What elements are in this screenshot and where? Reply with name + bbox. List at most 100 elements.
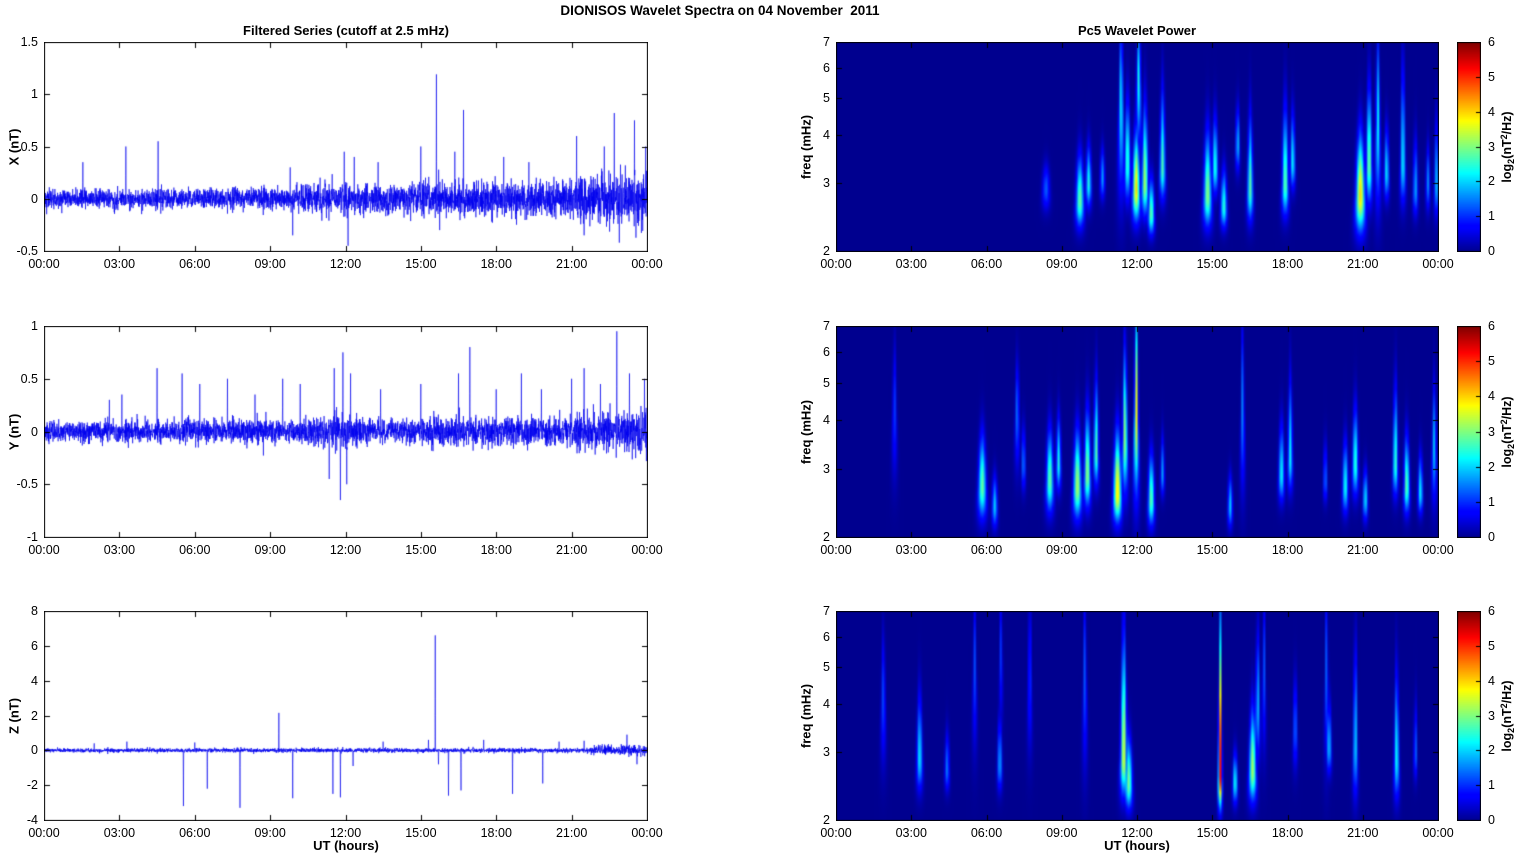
- colorbar-tick-label: 6: [1488, 603, 1495, 618]
- y-tick-label: -0.5: [16, 477, 38, 491]
- y-axis-label: freq (mHz): [798, 399, 814, 465]
- x-tick-label: 09:00: [254, 543, 286, 557]
- panel-z-filtered-series: [44, 611, 648, 821]
- x-tick-label: 00:00: [28, 257, 60, 271]
- colorbar-canvas: [1457, 326, 1481, 538]
- colorbar-tick-label: 1: [1488, 208, 1495, 223]
- colorbar-tick-label: 4: [1488, 673, 1495, 688]
- colorbar-axis-label: log2(nT2/Hz): [1499, 111, 1516, 183]
- y-tick-label: 5: [823, 375, 830, 390]
- y-tick-label: -4: [26, 812, 38, 827]
- x-tick-label: 21:00: [555, 826, 588, 840]
- x-tick-label: 06:00: [970, 543, 1003, 557]
- wav-z-canvas: [836, 611, 1439, 821]
- y-tick-label: 0.5: [20, 139, 38, 154]
- y-tick-label: 6: [823, 60, 830, 75]
- colorbar-y-wavelet: [1457, 326, 1481, 538]
- x-tick-label: 06:00: [179, 543, 211, 557]
- x-tick-label: 15:00: [405, 826, 437, 840]
- x-tick-label: 00:00: [1422, 543, 1454, 557]
- y-tick-label: 1.5: [20, 34, 38, 49]
- wav-y-canvas: [836, 326, 1439, 538]
- y-tick-label: 3: [823, 745, 830, 760]
- colorbar-tick-label: 5: [1488, 638, 1495, 653]
- y-tick-label: 0.5: [20, 371, 38, 386]
- x-tick-label: 00:00: [631, 257, 663, 271]
- x-tick-label: 12:00: [1121, 826, 1153, 840]
- y-tick-label: 5: [823, 90, 830, 105]
- x-tick-label: 15:00: [405, 257, 437, 271]
- figure-title: DIONISOS Wavelet Spectra on 04 November …: [560, 3, 880, 18]
- x-tick-label: 03:00: [103, 543, 136, 557]
- colorbar-tick-label: 1: [1488, 777, 1495, 792]
- y-tick-label: 4: [823, 413, 830, 427]
- x-tick-label: 09:00: [1046, 257, 1078, 271]
- x-tick-label: 21:00: [1347, 543, 1379, 557]
- y-tick-label: 4: [31, 673, 38, 688]
- y-tick-label: 3: [823, 461, 830, 476]
- ts-x-canvas: [44, 42, 648, 252]
- x-tick-label: 03:00: [103, 257, 136, 271]
- y-tick-label: 0: [31, 191, 38, 206]
- x-axis-label-right: UT (hours): [1104, 838, 1170, 853]
- y-tick-label: 1: [31, 87, 38, 101]
- y-tick-label: 7: [823, 34, 830, 49]
- x-tick-label: 09:00: [254, 257, 286, 271]
- x-tick-label: 09:00: [1046, 543, 1078, 557]
- colorbar-tick-label: 0: [1488, 243, 1495, 258]
- y-axis-label: Y (nT): [6, 413, 22, 451]
- ts-z-canvas: [44, 611, 648, 821]
- x-tick-label: 18:00: [480, 543, 512, 557]
- x-tick-label: 00:00: [28, 826, 60, 840]
- x-tick-label: 12:00: [1121, 257, 1153, 271]
- x-tick-label: 03:00: [895, 257, 927, 271]
- right-column-title: Pc5 Wavelet Power: [1077, 23, 1197, 38]
- y-tick-label: 4: [823, 697, 830, 712]
- y-tick-label: -1: [26, 529, 38, 544]
- x-tick-label: 09:00: [254, 826, 286, 840]
- x-tick-label: 00:00: [1422, 826, 1454, 840]
- x-tick-label: 00:00: [820, 257, 852, 271]
- x-tick-label: 06:00: [179, 257, 211, 271]
- x-tick-label: 12:00: [329, 543, 362, 557]
- colorbar-z-wavelet: [1457, 611, 1481, 821]
- colorbar-x-wavelet: [1457, 42, 1481, 252]
- x-tick-label: 03:00: [895, 543, 927, 557]
- colorbar-tick-label: 2: [1488, 459, 1495, 474]
- y-tick-label: 0: [31, 743, 38, 758]
- y-axis-label: X (nT): [6, 128, 22, 166]
- x-tick-label: 18:00: [1271, 543, 1304, 557]
- x-tick-label: 12:00: [329, 257, 362, 271]
- y-tick-label: 2: [823, 812, 830, 827]
- x-tick-label: 18:00: [480, 257, 512, 271]
- x-tick-label: 00:00: [631, 543, 663, 557]
- x-tick-label: 21:00: [555, 257, 588, 271]
- y-axis-label: freq (mHz): [798, 683, 814, 749]
- x-tick-label: 06:00: [179, 826, 211, 840]
- colorbar-tick-label: 0: [1488, 812, 1495, 827]
- y-tick-label: 2: [823, 243, 830, 258]
- y-tick-label: 6: [31, 638, 38, 653]
- y-tick-label: 0: [31, 424, 38, 439]
- x-tick-label: 21:00: [555, 543, 588, 557]
- panel-x-wavelet-power: [836, 42, 1439, 252]
- colorbar-tick-label: 4: [1488, 104, 1495, 119]
- x-tick-label: 15:00: [1196, 826, 1228, 840]
- x-tick-label: 18:00: [480, 826, 512, 840]
- colorbar-axis-label: log2(nT2/Hz): [1499, 396, 1516, 468]
- x-tick-label: 21:00: [1347, 257, 1379, 271]
- panel-y-filtered-series: [44, 326, 648, 538]
- x-tick-label: 15:00: [405, 543, 437, 557]
- panel-y-wavelet-power: [836, 326, 1439, 538]
- x-tick-label: 09:00: [1046, 826, 1078, 840]
- y-tick-label: 6: [823, 344, 830, 359]
- y-tick-label: 6: [823, 629, 830, 644]
- colorbar-tick-label: 2: [1488, 743, 1495, 758]
- y-tick-label: 5: [823, 659, 830, 674]
- y-tick-label: 7: [823, 603, 830, 618]
- x-tick-label: 03:00: [103, 826, 136, 840]
- y-axis-label: freq (mHz): [798, 114, 814, 180]
- x-axis-label-left: UT (hours): [313, 838, 379, 853]
- y-axis-label: Z (nT): [6, 697, 22, 735]
- y-tick-label: 1: [31, 318, 38, 333]
